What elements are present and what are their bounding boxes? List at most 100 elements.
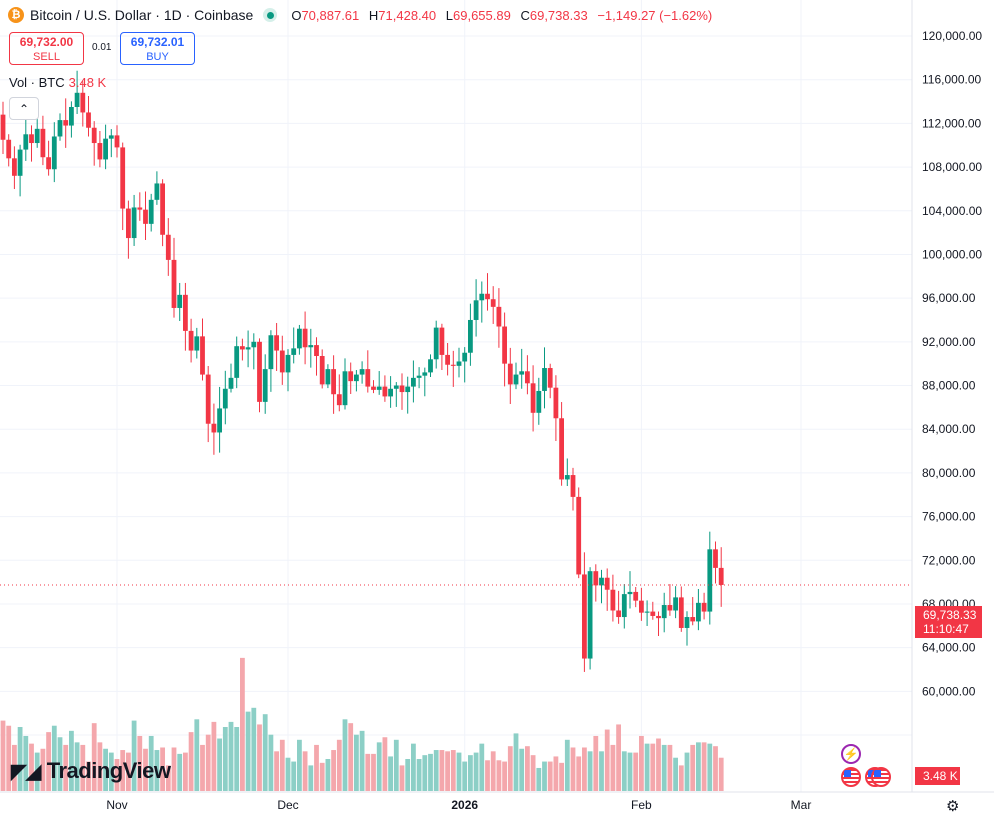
candle[interactable] — [325, 369, 331, 385]
flash-event-icon[interactable]: ⚡ — [841, 744, 861, 764]
candle[interactable] — [274, 335, 279, 351]
candle[interactable] — [564, 475, 570, 480]
candle[interactable] — [171, 259, 177, 308]
candle[interactable] — [257, 341, 262, 402]
candle[interactable] — [599, 577, 604, 586]
candle[interactable] — [456, 361, 462, 366]
candle[interactable] — [644, 611, 650, 613]
candle[interactable] — [684, 617, 690, 628]
candle[interactable] — [245, 347, 251, 350]
candle[interactable] — [393, 385, 399, 389]
candle[interactable] — [513, 374, 519, 385]
candle[interactable] — [29, 134, 34, 144]
candle[interactable] — [205, 374, 211, 424]
candle[interactable] — [604, 577, 610, 590]
candle[interactable] — [308, 345, 314, 348]
candle[interactable] — [376, 386, 382, 390]
symbol-title[interactable]: Bitcoin / U.S. Dollar · 1D · Coinbase — [30, 7, 254, 23]
candle[interactable] — [154, 183, 160, 200]
candle[interactable] — [331, 369, 336, 395]
candle[interactable] — [439, 327, 445, 355]
candle[interactable] — [365, 369, 371, 387]
candle[interactable] — [593, 571, 599, 586]
candle[interactable] — [696, 602, 701, 622]
candle[interactable] — [74, 92, 80, 107]
candle[interactable] — [468, 319, 473, 353]
candle[interactable] — [656, 615, 661, 619]
candle[interactable] — [228, 377, 234, 389]
candle[interactable] — [399, 385, 405, 393]
candle[interactable] — [587, 571, 593, 659]
candle[interactable] — [222, 388, 228, 409]
candle[interactable] — [422, 372, 428, 376]
candle[interactable] — [673, 597, 678, 611]
candle[interactable] — [428, 359, 433, 373]
candle[interactable] — [120, 147, 126, 209]
candle[interactable] — [200, 336, 205, 375]
candle[interactable] — [639, 600, 644, 613]
candle[interactable] — [462, 352, 468, 362]
candle[interactable] — [0, 114, 6, 140]
candle[interactable] — [148, 199, 154, 224]
candle[interactable] — [183, 294, 188, 331]
candle[interactable] — [217, 408, 222, 433]
candle[interactable] — [177, 294, 183, 308]
candle[interactable] — [188, 330, 194, 351]
candle[interactable] — [416, 375, 422, 378]
candle[interactable] — [610, 589, 616, 611]
candle[interactable] — [348, 371, 354, 382]
candle[interactable] — [268, 335, 274, 370]
candle[interactable] — [279, 350, 285, 373]
candle[interactable] — [582, 574, 587, 659]
candle[interactable] — [34, 128, 40, 144]
candle[interactable] — [678, 597, 684, 628]
candle[interactable] — [359, 369, 365, 375]
candle[interactable] — [211, 423, 217, 433]
us-event-icon[interactable] — [871, 767, 891, 787]
candle[interactable] — [12, 158, 17, 176]
sell-button[interactable]: 69,732.00 SELL — [9, 32, 84, 65]
us-event-icon[interactable] — [841, 767, 861, 787]
candle[interactable] — [713, 549, 718, 568]
candle[interactable] — [547, 368, 553, 388]
candle[interactable] — [91, 127, 97, 144]
candle[interactable] — [485, 293, 490, 300]
candle[interactable] — [661, 605, 667, 619]
candle[interactable] — [450, 364, 456, 366]
collapse-legend-button[interactable]: ⌃ — [9, 97, 39, 120]
candle[interactable] — [570, 475, 576, 497]
candle[interactable] — [388, 388, 393, 397]
candle[interactable] — [302, 328, 308, 348]
candle[interactable] — [490, 299, 496, 307]
gear-icon[interactable]: ⚙ — [946, 798, 960, 815]
candle[interactable] — [285, 354, 291, 373]
candle[interactable] — [23, 134, 29, 150]
candle[interactable] — [165, 234, 171, 260]
candle[interactable] — [314, 345, 319, 357]
candle[interactable] — [342, 371, 348, 406]
candle[interactable] — [650, 611, 656, 616]
candle[interactable] — [80, 92, 86, 113]
candle[interactable] — [519, 371, 525, 375]
candle[interactable] — [57, 120, 63, 137]
candle[interactable] — [382, 386, 388, 397]
candle[interactable] — [690, 617, 696, 622]
candle[interactable] — [536, 390, 542, 413]
candle[interactable] — [411, 377, 416, 387]
candle[interactable] — [405, 386, 411, 393]
candle[interactable] — [496, 306, 502, 327]
candle[interactable] — [86, 112, 91, 128]
candle[interactable] — [97, 143, 103, 160]
candle[interactable] — [103, 138, 108, 160]
candle[interactable] — [319, 356, 325, 385]
candle[interactable] — [445, 354, 450, 365]
candle[interactable] — [718, 567, 724, 585]
candle[interactable] — [627, 591, 633, 595]
candle[interactable] — [542, 368, 547, 391]
candle[interactable] — [291, 348, 297, 355]
candle[interactable] — [69, 106, 74, 126]
candle[interactable] — [473, 300, 479, 320]
candle[interactable] — [126, 208, 131, 239]
candle[interactable] — [336, 394, 342, 406]
